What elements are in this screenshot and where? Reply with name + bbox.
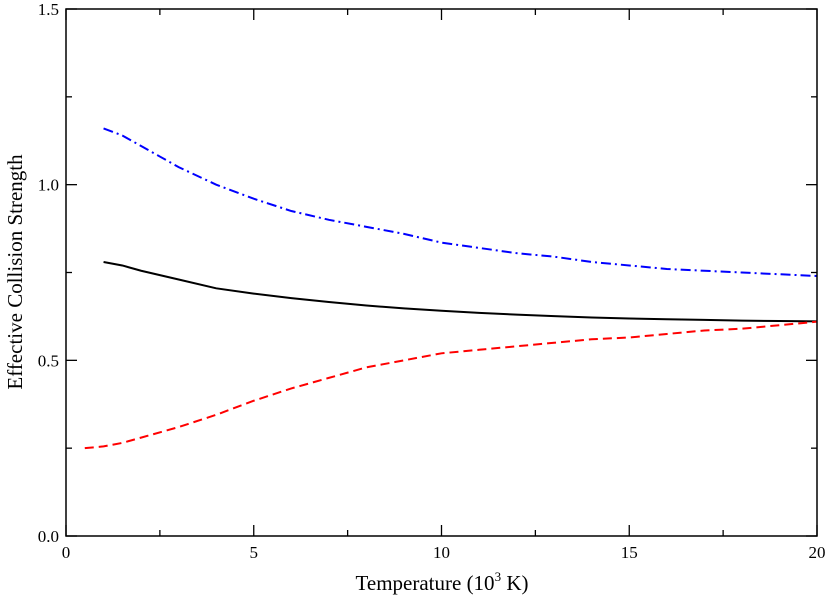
series-line-3 <box>84 320 818 450</box>
x-tick-label: 5 <box>250 543 259 562</box>
y-tick-label: 1.0 <box>38 176 59 195</box>
plot-frame <box>65 8 818 537</box>
x-tick-label: 20 <box>809 543 826 562</box>
x-tick-label: 0 <box>62 543 71 562</box>
x-tick-label: 10 <box>433 543 450 562</box>
series-line-2 <box>103 260 818 323</box>
x-tick-label: 15 <box>621 543 638 562</box>
y-tick-label: 0.0 <box>38 527 59 546</box>
tick-labels: 0 5 10 15 20 0.0 0.5 1.0 1.5 <box>38 0 826 562</box>
y-tick-label: 0.5 <box>38 351 59 370</box>
y-axis-label: Effective Collision Strength <box>3 154 27 390</box>
series-line-1 <box>103 127 818 278</box>
y-tick-label: 1.5 <box>38 0 59 19</box>
tick-marks <box>65 8 818 537</box>
series-group <box>84 127 818 450</box>
x-axis-label: Temperature (103 K) <box>356 569 529 595</box>
